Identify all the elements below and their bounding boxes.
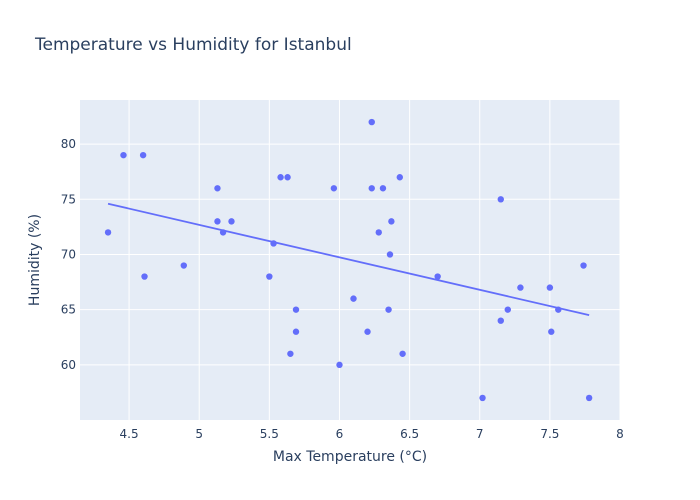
x-tick-label: 6.5: [400, 427, 419, 441]
scatter-point[interactable]: [368, 118, 375, 126]
x-tick-label: 6: [336, 427, 344, 441]
scatter-point[interactable]: [364, 328, 371, 335]
scatter-point[interactable]: [350, 295, 357, 302]
scatter-point[interactable]: [214, 218, 221, 225]
scatter-point[interactable]: [585, 394, 593, 402]
y-gridlines: [80, 143, 620, 366]
x-tick-label: 5: [195, 427, 203, 441]
y-tick-label: 65: [61, 303, 76, 317]
scatter-point[interactable]: [228, 218, 235, 225]
scatter-point[interactable]: [270, 240, 277, 247]
scatter-point[interactable]: [434, 273, 441, 280]
scatter-point[interactable]: [368, 185, 375, 192]
trendline-group: [107, 202, 590, 317]
scatter-point[interactable]: [555, 306, 562, 313]
chart-title: Temperature vs Humidity for Istanbul: [34, 35, 352, 55]
scatter-points: [104, 118, 593, 402]
scatter-point[interactable]: [180, 262, 187, 269]
scatter-point[interactable]: [287, 350, 294, 357]
y-axis-title: Humidity (%): [27, 214, 43, 306]
y-tick-label: 60: [61, 358, 76, 372]
trendline: [107, 202, 590, 317]
y-tick-label: 80: [61, 137, 76, 151]
y-tick-label: 70: [61, 247, 76, 261]
scatter-point[interactable]: [120, 151, 127, 159]
scatter-point[interactable]: [219, 229, 227, 236]
scatter-point[interactable]: [277, 174, 284, 181]
x-axis-title: Max Temperature (°C): [273, 449, 427, 465]
y-tick-labels: 60 65 70 75 80: [61, 137, 76, 372]
x-tick-label: 7.5: [540, 427, 559, 441]
x-tick-label: 8: [616, 427, 624, 441]
x-gridlines: [128, 100, 621, 420]
scatter-point[interactable]: [504, 306, 511, 313]
scatter-point[interactable]: [266, 273, 273, 280]
scatter-point[interactable]: [388, 218, 395, 225]
scatter-point[interactable]: [385, 306, 392, 313]
scatter-point[interactable]: [292, 328, 300, 335]
scatter-point[interactable]: [214, 185, 221, 192]
scatter-point[interactable]: [399, 350, 406, 357]
scatter-point[interactable]: [548, 328, 555, 335]
scatter-point[interactable]: [375, 229, 382, 236]
scatter-point[interactable]: [330, 185, 338, 192]
scatter-point[interactable]: [284, 174, 291, 181]
scatter-point[interactable]: [336, 361, 343, 369]
scatter-point[interactable]: [497, 317, 504, 324]
scatter-point[interactable]: [292, 306, 300, 313]
scatter-point[interactable]: [580, 262, 587, 269]
scatter-point[interactable]: [141, 273, 148, 280]
scatter-point[interactable]: [379, 185, 387, 192]
x-tick-label: 7: [476, 427, 484, 441]
x-tick-labels: 4.5 5 5.5 6 6.5 7 7.5 8: [120, 427, 624, 441]
scatter-point[interactable]: [104, 229, 112, 236]
y-tick-label: 75: [61, 192, 76, 206]
scatter-point[interactable]: [386, 251, 394, 258]
x-tick-label: 5.5: [260, 427, 279, 441]
scatter-point[interactable]: [479, 394, 486, 402]
scatter-point[interactable]: [139, 151, 147, 159]
scatter-point[interactable]: [546, 284, 554, 291]
x-tick-label: 4.5: [120, 427, 139, 441]
scatter-point[interactable]: [396, 174, 403, 181]
scatter-point[interactable]: [497, 196, 504, 203]
scatter-point[interactable]: [517, 284, 524, 291]
